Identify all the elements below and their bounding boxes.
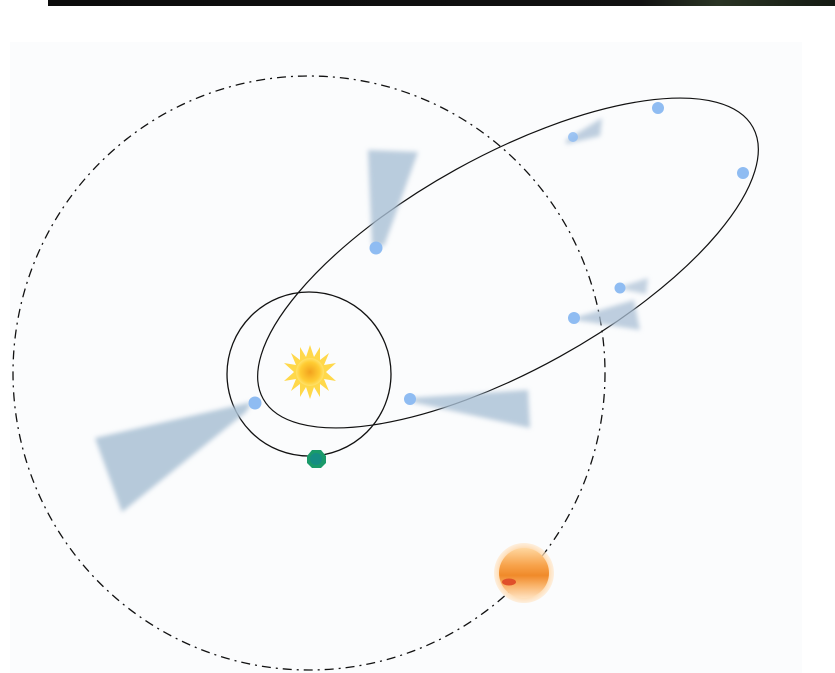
outer-planet-icon — [494, 543, 554, 603]
comet-icon — [369, 241, 383, 255]
comet-icon — [652, 102, 664, 114]
sun-icon — [284, 345, 336, 399]
comet-icon — [614, 282, 626, 294]
comet-icon — [404, 393, 416, 405]
comet-tails — [95, 118, 648, 512]
comet-icon — [568, 132, 578, 142]
comet-tail-small-right — [620, 278, 648, 294]
comet-orbit — [257, 97, 759, 429]
outer-planet-orbit — [12, 75, 606, 671]
comet-icon — [568, 312, 580, 324]
top-image-strip — [48, 0, 835, 6]
comet-icon — [737, 167, 749, 179]
comet-positions — [248, 102, 749, 410]
diagram-panel — [10, 42, 802, 673]
comet-tail-mid-right — [574, 300, 640, 330]
earth-icon — [307, 450, 326, 468]
earth-shade — [310, 453, 322, 465]
comet-tail-upper — [368, 150, 418, 246]
comet-tail-large — [95, 402, 252, 512]
comet-tail-right-lower — [410, 390, 530, 428]
comet-icon — [248, 396, 262, 410]
